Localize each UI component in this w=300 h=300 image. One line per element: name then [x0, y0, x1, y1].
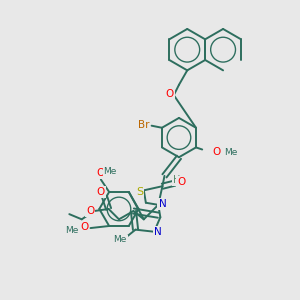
Text: O: O: [177, 177, 185, 187]
Text: Me: Me: [103, 167, 117, 176]
Text: Me: Me: [113, 236, 127, 244]
Text: O: O: [97, 168, 105, 178]
Text: S: S: [136, 188, 143, 197]
Text: O: O: [212, 147, 221, 157]
Text: O: O: [86, 206, 94, 216]
Text: N: N: [158, 199, 166, 209]
Text: Me: Me: [224, 148, 237, 157]
Text: O: O: [96, 188, 104, 197]
Text: N: N: [154, 227, 162, 237]
Text: O: O: [166, 89, 174, 99]
Text: Me: Me: [65, 226, 79, 235]
Text: O: O: [80, 222, 88, 232]
Text: H: H: [173, 175, 181, 185]
Text: Br: Br: [138, 120, 149, 130]
